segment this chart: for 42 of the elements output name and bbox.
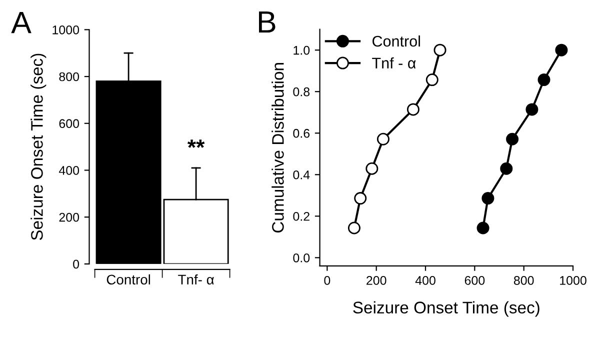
y-tick-label: 0.6 xyxy=(293,128,310,138)
y-tick-label: 0.0 xyxy=(293,253,310,262)
y-tick-label: 400 xyxy=(58,166,80,175)
x-tick-label: 200 xyxy=(366,276,386,285)
point xyxy=(500,162,513,175)
x-tick-label: 400 xyxy=(415,276,436,285)
x-tick-label: Control xyxy=(106,274,150,285)
point xyxy=(426,74,438,86)
y-tick-label: 1.0 xyxy=(294,46,310,55)
y-tick-label: 600 xyxy=(59,119,80,128)
point xyxy=(538,74,550,86)
y-tick-label: 0 xyxy=(73,260,80,269)
point xyxy=(434,44,446,56)
x-tick-label: 1000 xyxy=(560,276,586,285)
point xyxy=(406,103,420,116)
y-tick-label: 0.8 xyxy=(293,87,310,96)
y-axis-title: Cumulative Distribution xyxy=(272,63,284,232)
x-tick-label: 0 xyxy=(324,276,330,285)
legend-label: Tnf - α xyxy=(372,57,416,69)
x-tick-label: Tnf- α xyxy=(178,274,214,285)
x-tick-label: 600 xyxy=(464,276,485,285)
point xyxy=(555,44,568,56)
chart-title: B xyxy=(259,12,276,33)
annotation: ** xyxy=(187,140,205,148)
y-tick-label: 1000 xyxy=(52,25,80,34)
y-axis-title: Seizure Onset Time (sec) xyxy=(30,54,46,240)
chart-title: A xyxy=(11,12,32,34)
point xyxy=(348,222,360,234)
point xyxy=(354,192,367,205)
point xyxy=(366,162,378,175)
y-tick-label: 800 xyxy=(59,72,80,82)
y-tick-label: 0.4 xyxy=(293,170,310,180)
point xyxy=(376,132,390,146)
y-tick-label: 0.2 xyxy=(293,212,310,221)
point xyxy=(506,132,519,146)
point xyxy=(476,222,490,234)
point xyxy=(482,192,494,205)
y-tick-label: 200 xyxy=(59,212,80,222)
x-tick-label: 800 xyxy=(514,276,534,285)
point xyxy=(526,103,538,116)
x-axis-title: Seizure Onset Time (sec) xyxy=(353,301,540,317)
legend-label: Control xyxy=(372,35,420,47)
